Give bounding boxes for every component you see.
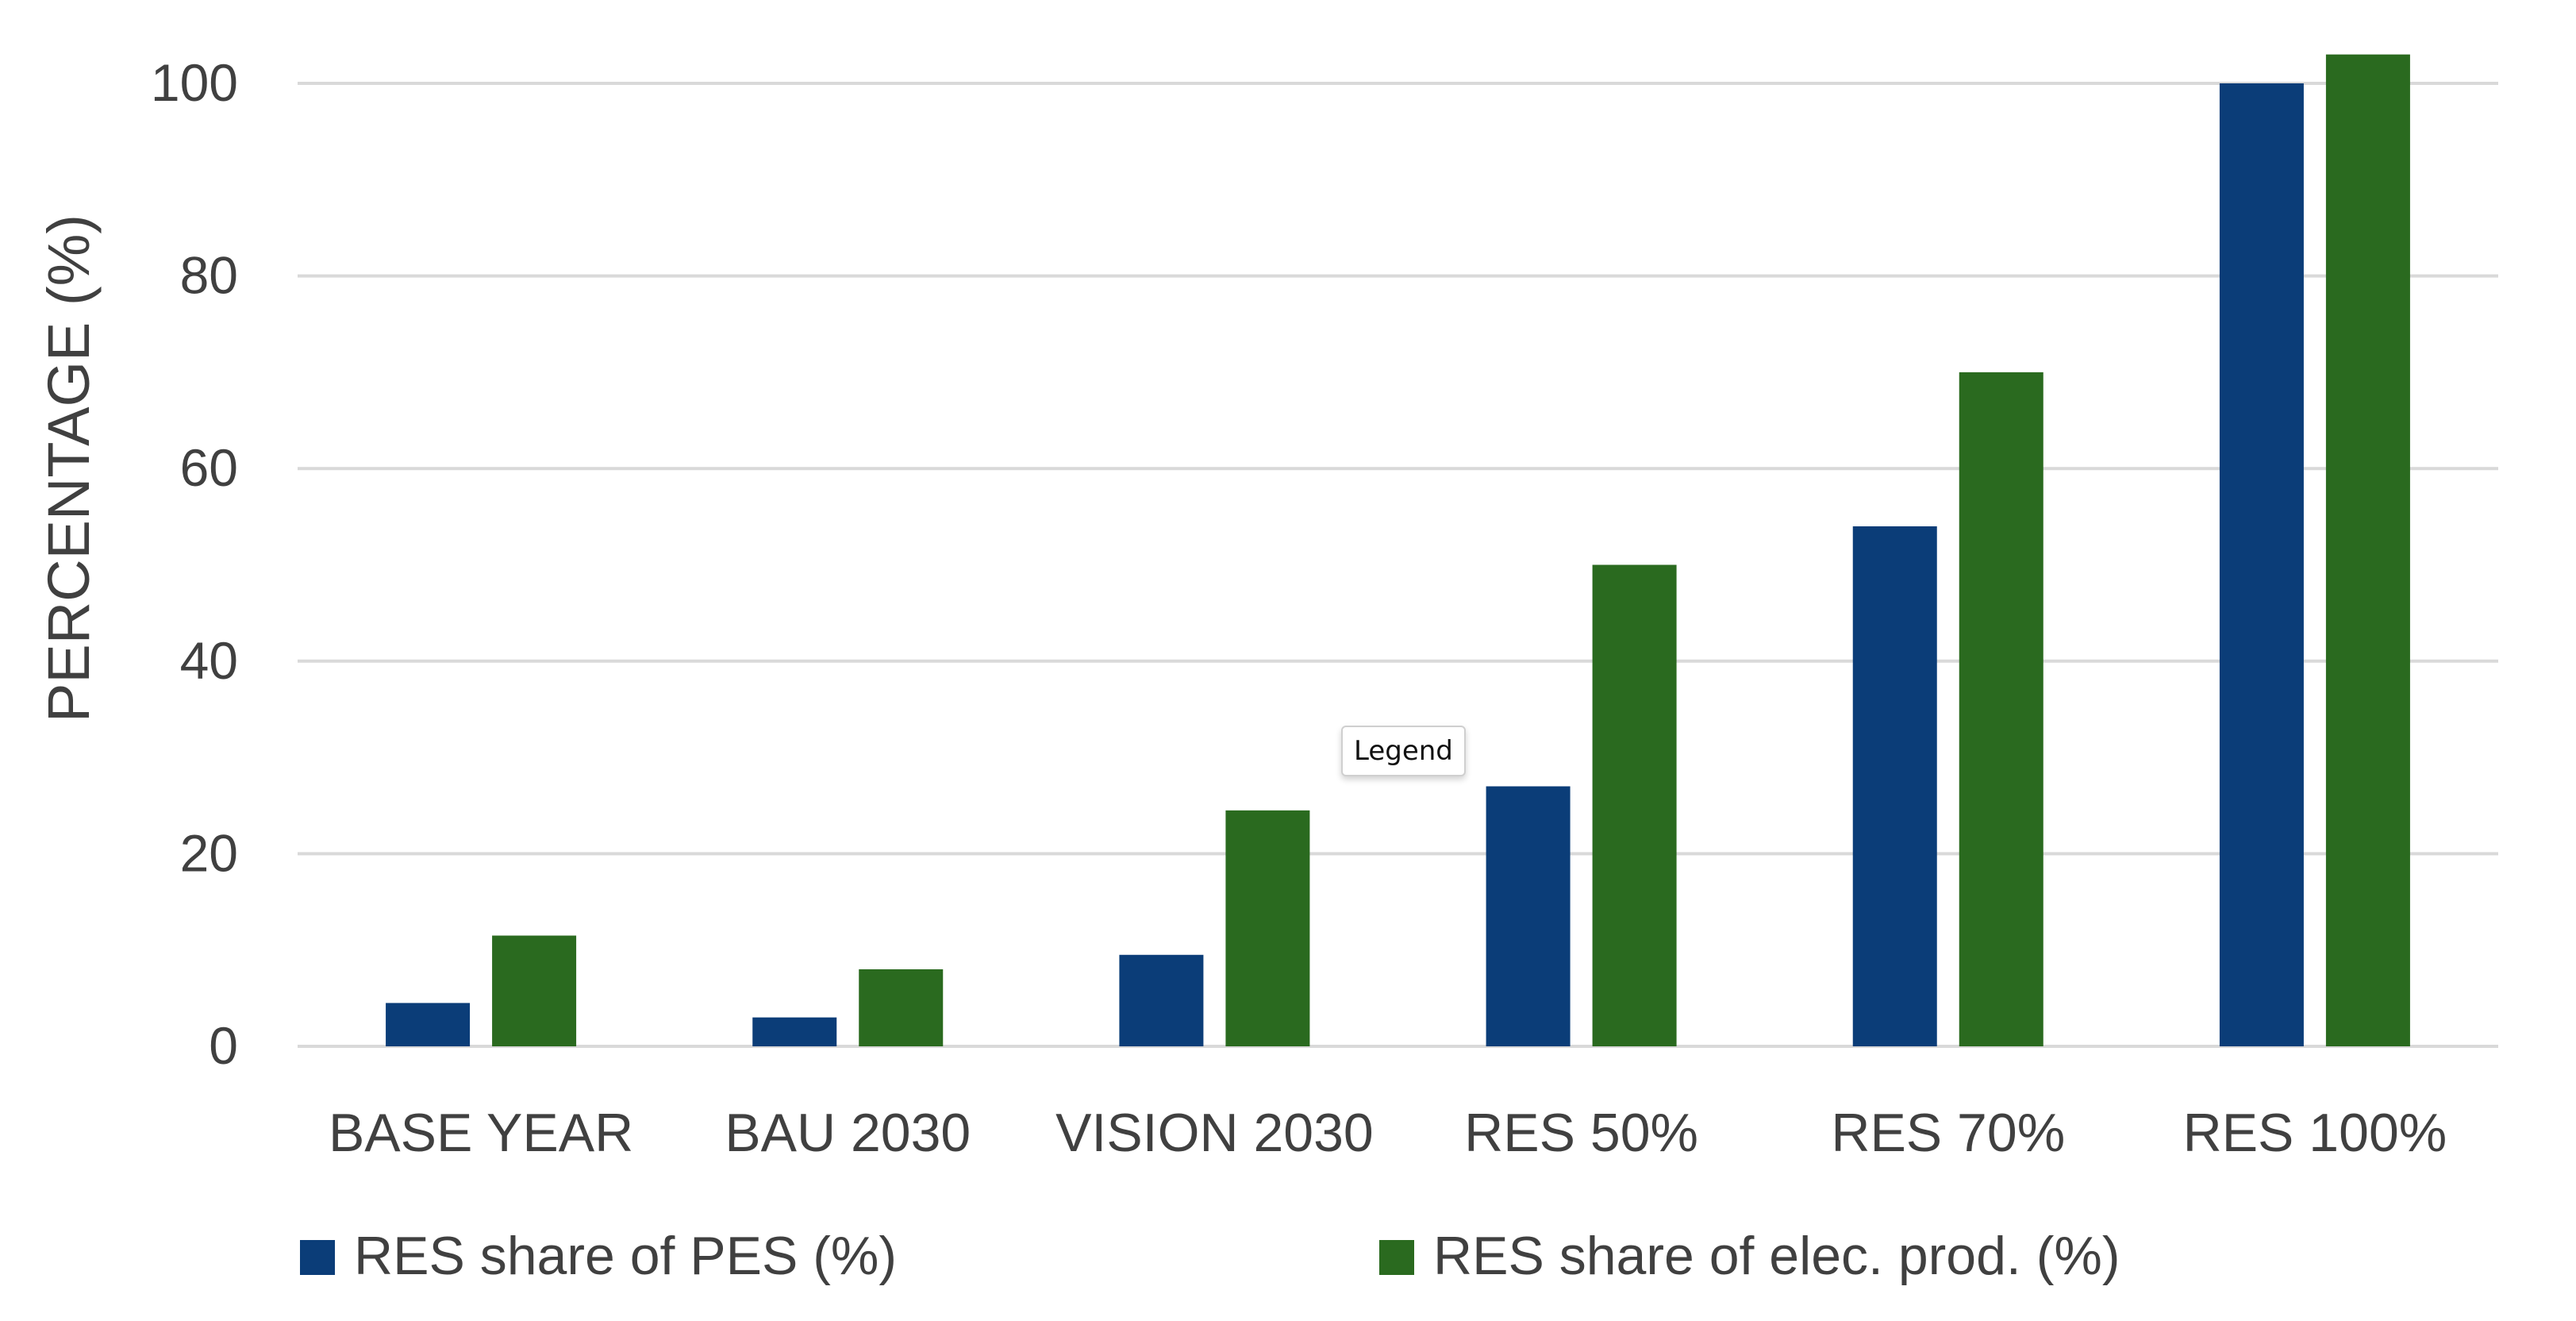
y-tick-label: 40: [180, 631, 238, 690]
legend-item-series2[interactable]: RES share of elec. prod. (%): [1379, 1226, 2120, 1286]
y-axis-title: PERCENTAGE (%): [36, 214, 102, 722]
bar-series2-2[interactable]: [1225, 810, 1310, 1046]
y-tick-label: 80: [180, 246, 238, 305]
legend[interactable]: RES share of PES (%) RES share of elec. p…: [300, 1226, 2120, 1286]
legend-label: RES share of elec. prod. (%): [1433, 1226, 2120, 1286]
y-tick-label: 20: [180, 823, 238, 882]
bar-series1-2[interactable]: [1119, 954, 1204, 1046]
legend-swatch: [300, 1240, 335, 1275]
bar-series1-3[interactable]: [1486, 786, 1571, 1046]
legend-swatch: [1379, 1240, 1414, 1275]
legend-tooltip: Legend: [1341, 726, 1466, 776]
bar-series2-3[interactable]: [1592, 564, 1677, 1047]
x-category-label: BASE YEAR: [329, 1103, 633, 1163]
legend-item-series1[interactable]: RES share of PES (%): [300, 1226, 897, 1286]
x-category-label: VISION 2030: [1055, 1103, 1374, 1163]
y-tick-label: 0: [209, 1016, 238, 1075]
bar-series2-1[interactable]: [859, 969, 944, 1046]
x-category-label: BAU 2030: [725, 1103, 971, 1163]
y-tick-label: 60: [180, 438, 238, 497]
bar-series1-1[interactable]: [752, 1017, 837, 1046]
bar-series1-0[interactable]: [386, 1003, 471, 1046]
bar-series1-5[interactable]: [2219, 83, 2304, 1046]
bar-series2-4[interactable]: [1959, 372, 2043, 1046]
bars: [386, 54, 2410, 1047]
x-axis-categories: BASE YEAR BAU 2030 VISION 2030 RES 50% RES 7…: [329, 1103, 2447, 1163]
y-tick-label: 100: [151, 53, 238, 112]
x-category-label: RES 100%: [2183, 1103, 2447, 1163]
gridlines: [298, 82, 2498, 1048]
legend-label: RES share of PES (%): [354, 1226, 897, 1286]
y-axis-ticks: 0 20 40 60 80 100: [151, 53, 238, 1075]
bar-series1-4[interactable]: [1852, 526, 1937, 1046]
x-category-label: RES 50%: [1464, 1103, 1698, 1163]
bar-series2-5[interactable]: [2325, 54, 2410, 1047]
x-category-label: RES 70%: [1831, 1103, 2065, 1163]
bar-series2-0[interactable]: [492, 935, 577, 1046]
